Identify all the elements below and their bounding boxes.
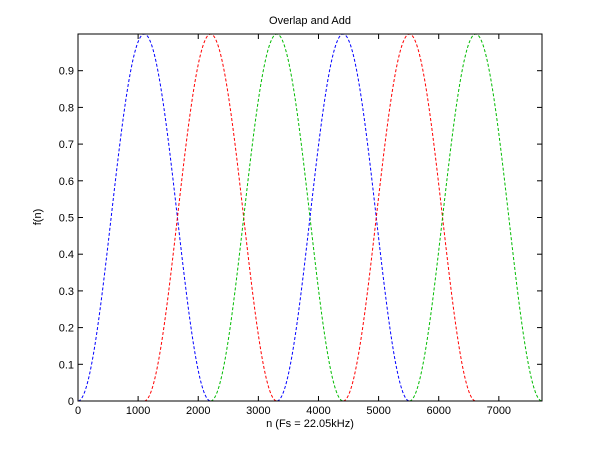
x-tick-label: 0 — [75, 405, 81, 417]
y-tick-label: 0.5 — [59, 213, 74, 225]
chart-title: Overlap and Add — [269, 15, 351, 27]
y-tick-label: 0.4 — [59, 249, 74, 261]
x-tick-label: 4000 — [306, 405, 330, 417]
y-tick-label: 0.7 — [59, 139, 74, 151]
y-tick-label: 0 — [68, 396, 74, 408]
x-tick-label: 6000 — [426, 405, 450, 417]
y-tick-label: 0.9 — [59, 66, 74, 78]
x-tick-label: 2000 — [186, 405, 210, 417]
y-tick-label: 0.3 — [59, 286, 74, 298]
y-tick-label: 0.2 — [59, 323, 74, 335]
x-tick-label: 3000 — [246, 405, 270, 417]
ticks-group: 0 1000 2000 3000 4000 5000 6000 7000 0 0.1 0.2 0.3 0… — [59, 34, 542, 417]
y-tick-label: 0.1 — [59, 359, 74, 371]
y-axis-label: f(n) — [32, 209, 44, 226]
x-axis-label: n (Fs = 22.05kHz) — [266, 418, 354, 430]
x-tick-label: 7000 — [487, 405, 511, 417]
x-tick-label: 5000 — [366, 405, 390, 417]
y-tick-label: 0.6 — [59, 176, 74, 188]
x-tick-label: 1000 — [126, 405, 150, 417]
y-tick-label: 0.8 — [59, 102, 74, 114]
